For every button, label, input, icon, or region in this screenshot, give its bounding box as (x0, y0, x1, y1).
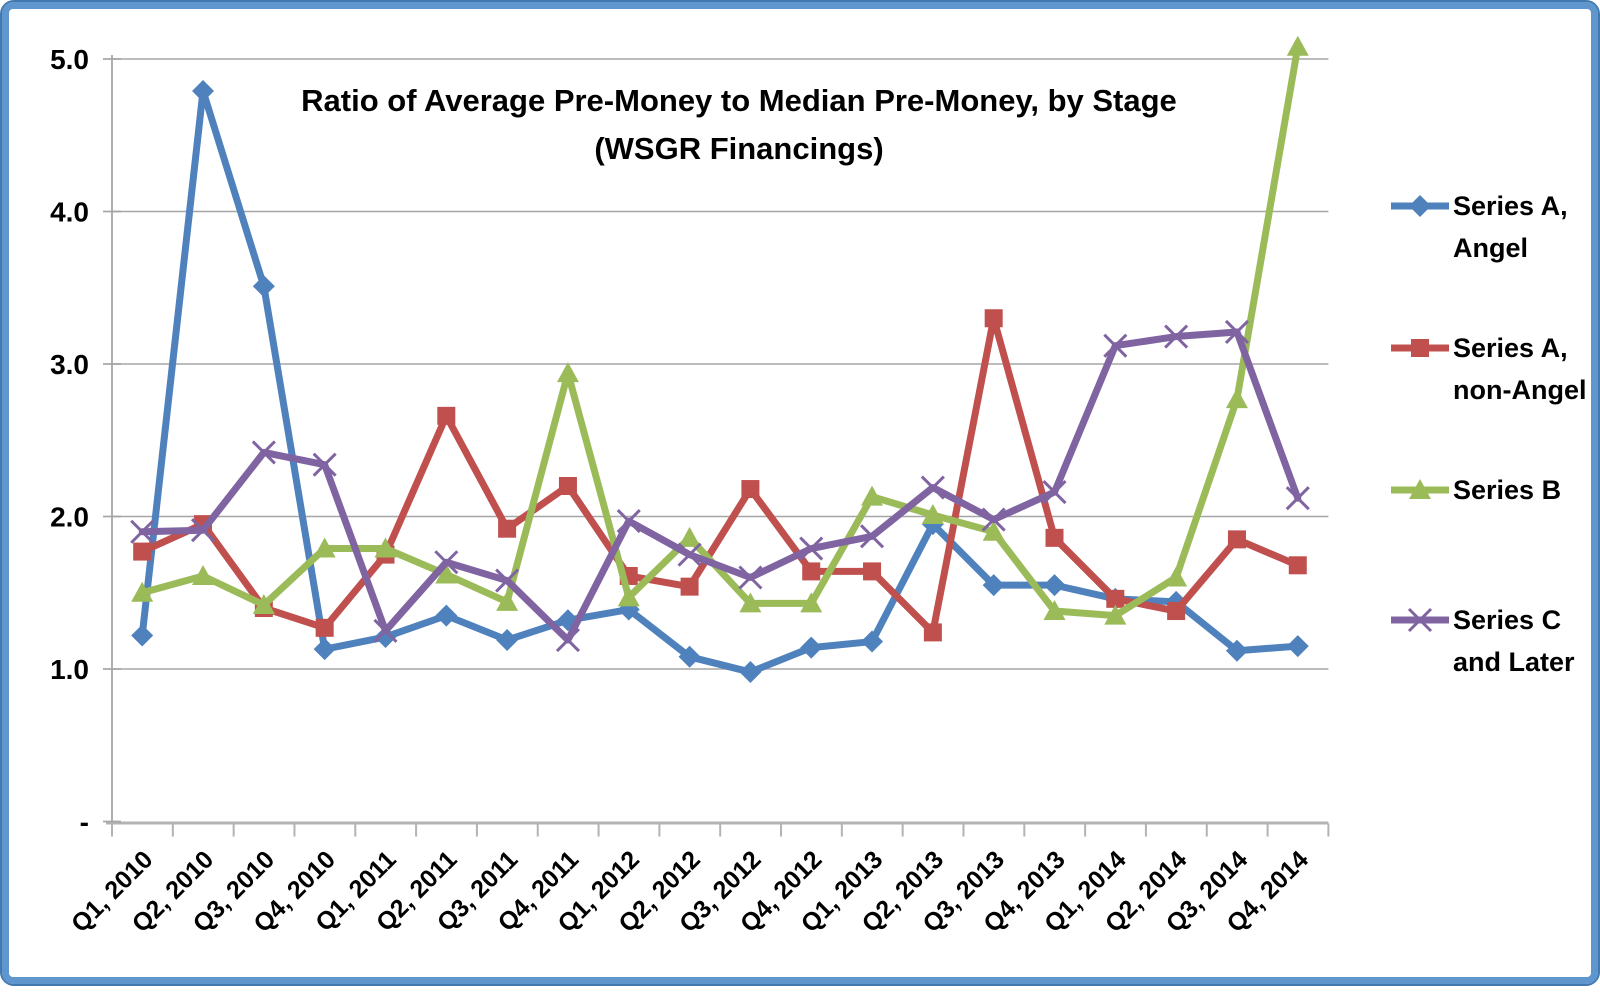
legend-label-line: Series C (1453, 599, 1575, 641)
marker-square (1411, 339, 1429, 357)
marker-square (924, 623, 942, 641)
marker-square (133, 543, 151, 561)
marker-square (681, 578, 699, 596)
marker-diamond (800, 637, 822, 659)
chart-title-line2: (WSGR Financings) (239, 125, 1239, 173)
legend-marker-square-icon (1389, 327, 1453, 369)
marker-x (557, 629, 579, 651)
marker-square (1167, 602, 1185, 620)
series-series-a-non-angel (133, 309, 1307, 641)
legend-label-line: Series B (1453, 469, 1561, 511)
marker-diamond (1287, 635, 1309, 657)
legend-label-line: non-Angel (1453, 369, 1586, 411)
legend-label-line: Series A, (1453, 185, 1568, 227)
chart-title: Ratio of Average Pre-Money to Median Pre… (239, 77, 1239, 173)
marker-triangle (679, 527, 701, 547)
marker-square (498, 520, 516, 538)
y-axis-label: 4.0 (50, 197, 89, 228)
marker-diamond (496, 629, 518, 651)
marker-diamond (739, 661, 761, 683)
y-axis-label: 2.0 (50, 502, 89, 533)
marker-square (1046, 529, 1064, 547)
legend-label-line: Series A, (1453, 327, 1586, 369)
marker-triangle (557, 362, 579, 382)
marker-square (1228, 530, 1246, 548)
marker-x (922, 477, 944, 499)
marker-square (802, 562, 820, 580)
legend-item-series-b: Series B (1389, 469, 1600, 511)
marker-square (559, 477, 577, 495)
marker-square (316, 619, 334, 637)
marker-diamond (1044, 574, 1066, 596)
series-line-series-a-angel (142, 91, 1298, 672)
legend-label: Series B (1453, 469, 1561, 511)
y-axis-label: 3.0 (50, 349, 89, 380)
y-axis-label: 5.0 (50, 44, 89, 75)
legend-label: Series A,Angel (1453, 185, 1568, 269)
legend-label: Series A,non-Angel (1453, 327, 1586, 411)
marker-diamond (314, 638, 336, 660)
legend-item-series-a-angel: Series A,Angel (1389, 185, 1600, 269)
legend-marker-triangle-icon (1389, 469, 1453, 511)
marker-diamond (253, 275, 275, 297)
marker-diamond (1409, 195, 1431, 217)
marker-triangle (1226, 388, 1248, 408)
y-axis-label: 1.0 (50, 654, 89, 685)
marker-square (1289, 556, 1307, 574)
marker-square (863, 562, 881, 580)
marker-x (618, 510, 640, 532)
legend-marker-diamond-icon (1389, 185, 1453, 227)
marker-square (985, 309, 1003, 327)
marker-diamond (435, 605, 457, 627)
marker-triangle (1287, 36, 1309, 56)
legend-label-line: Angel (1453, 227, 1568, 269)
marker-diamond (192, 80, 214, 102)
legend-item-series-a-non-angel: Series A,non-Angel (1389, 327, 1600, 411)
legend-label-line: and Later (1453, 641, 1575, 683)
legend-marker-x-icon (1389, 599, 1453, 641)
marker-diamond (131, 624, 153, 646)
chart-title-line1: Ratio of Average Pre-Money to Median Pre… (239, 77, 1239, 125)
marker-square (741, 480, 759, 498)
y-axis-label: - (80, 807, 89, 838)
marker-square (437, 407, 455, 425)
marker-triangle (1165, 567, 1187, 587)
